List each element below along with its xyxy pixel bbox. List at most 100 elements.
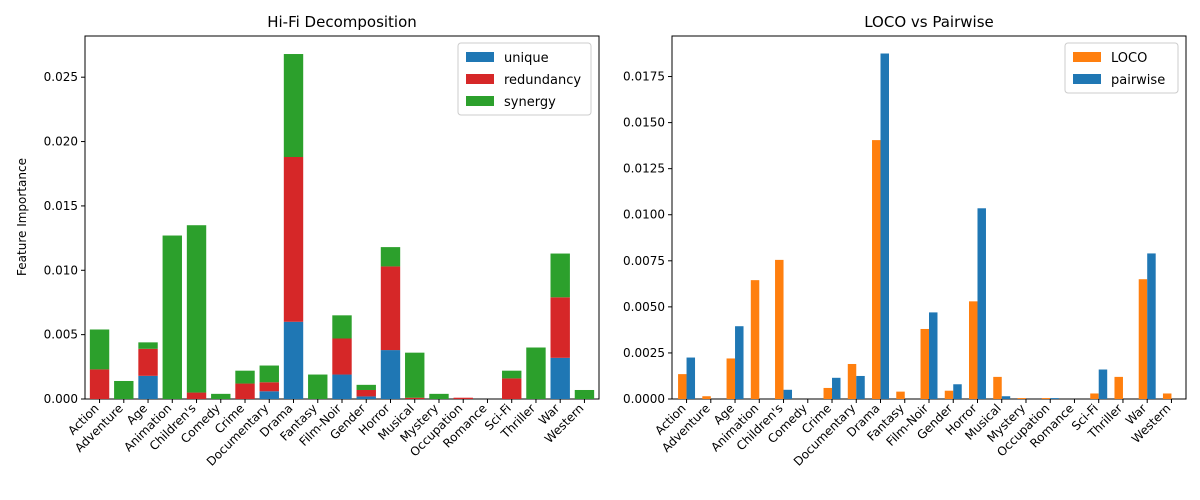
y-tick-label: 0.015 [44,199,78,213]
bar-redundancy-6 [235,383,255,399]
bars [89,54,595,399]
bar-synergy-2 [138,342,158,349]
bar-LOCO-2 [726,358,736,399]
legend-label: LOCO [1111,51,1147,66]
legend-label: synergy [504,95,556,110]
bar-synergy-10 [332,315,352,339]
bar-synergy-20 [574,389,595,399]
bar-LOCO-7 [847,363,857,399]
bar-LOCO-4 [775,259,784,399]
bar-LOCO-20 [1162,393,1172,399]
bar-pairwise-6 [832,377,841,399]
y-tick-label: 0.000 [44,392,78,406]
bar-unique-10 [332,374,352,399]
bar-unique-8 [283,321,304,399]
legend: LOCO pairwise [1064,42,1179,94]
bar-LOCO-8 [872,140,881,399]
bar-synergy-3 [162,235,182,399]
y-tick-label: 0.0175 [623,70,665,84]
bar-redundancy-8 [283,157,304,322]
chart-title: Hi-Fi Decomposition [267,13,417,31]
bar-synergy-17 [502,370,522,379]
bar-redundancy-7 [259,382,279,392]
bar-pairwise-13 [1001,396,1011,399]
bar-redundancy-0 [89,369,110,399]
bar-redundancy-15 [453,397,473,399]
bar-pairwise-10 [929,312,938,399]
bar-pairwise-19 [1147,253,1156,399]
legend-swatch-pairwise [1073,74,1101,84]
bar-synergy-9 [308,374,328,399]
bar-synergy-13 [405,352,425,398]
legend-swatch-unique [466,52,494,62]
y-ticks: 0.0000 0.0025 0.0050 0.0075 0.0100 0.0125 0.01… [623,70,672,406]
y-tick-label: 0.010 [44,263,78,277]
bar-LOCO-11 [944,390,954,399]
bar-synergy-5 [211,393,231,399]
bar-pairwise-2 [735,326,744,399]
bar-redundancy-2 [138,348,158,376]
bar-redundancy-19 [550,297,570,358]
y-axis-label: Feature Importance [15,158,29,276]
bar-redundancy-12 [380,266,401,351]
bar-pairwise-11 [953,384,962,399]
bar-pairwise-8 [880,53,889,400]
bar-LOCO-17 [1090,393,1099,399]
bar-synergy-12 [380,247,401,267]
bar-pairwise-15 [1050,398,1059,399]
bar-pairwise-4 [783,389,793,399]
legend: unique redundancy synergy [457,42,592,116]
bar-synergy-0 [89,329,110,370]
bar-synergy-7 [259,365,279,383]
bar-redundancy-13 [405,397,425,399]
legend-label: pairwise [1111,73,1165,88]
bar-redundancy-17 [502,378,522,399]
bar-synergy-14 [429,393,449,399]
bar-redundancy-4 [186,392,207,399]
legend-swatch-synergy [466,96,494,106]
bar-LOCO-13 [993,376,1002,399]
bar-pairwise-7 [856,375,865,399]
bar-LOCO-19 [1138,279,1148,399]
bar-pairwise-0 [686,357,696,399]
y-tick-label: 0.0075 [623,254,665,268]
bars [678,53,1172,400]
y-tick-label: 0.020 [44,135,78,149]
bar-synergy-6 [235,370,255,384]
bar-unique-12 [380,350,401,399]
legend-swatch-LOCO [1073,52,1101,62]
y-tick-label: 0.025 [44,70,78,84]
bar-unique-19 [550,357,570,399]
bar-LOCO-3 [750,280,760,399]
x-ticks: ActionAdventureAgeAnimationChildren'sCom… [65,399,587,469]
bar-synergy-19 [550,253,570,298]
bar-pairwise-17 [1098,369,1108,399]
bar-LOCO-14 [1017,398,1026,399]
bar-LOCO-12 [969,301,978,399]
y-tick-label: 0.0150 [623,116,665,130]
bar-unique-11 [356,396,376,399]
bar-LOCO-18 [1114,376,1123,399]
chart-title: LOCO vs Pairwise [864,13,994,31]
y-tick-label: 0.0000 [623,392,665,406]
bar-pairwise-12 [977,208,986,399]
hifi-decomposition-chart: Hi-Fi Decomposition Feature Importance 0… [15,13,600,469]
x-ticks: ActionAdventureAgeAnimationChildren'sCom… [652,399,1174,469]
bar-synergy-8 [283,54,304,157]
bar-LOCO-0 [678,374,687,399]
bar-LOCO-6 [823,387,833,399]
y-tick-label: 0.0100 [623,208,665,222]
bar-redundancy-10 [332,338,352,375]
bar-LOCO-9 [896,391,905,399]
bar-LOCO-15 [1041,398,1051,399]
bar-LOCO-1 [702,396,711,399]
y-tick-label: 0.0050 [623,300,665,314]
bar-LOCO-10 [920,328,929,399]
y-tick-label: 0.0125 [623,162,665,176]
legend-swatch-redundancy [466,74,494,84]
bar-synergy-4 [186,225,207,393]
bar-unique-2 [138,375,158,399]
bar-synergy-18 [526,347,546,399]
legend-label: unique [504,51,549,66]
